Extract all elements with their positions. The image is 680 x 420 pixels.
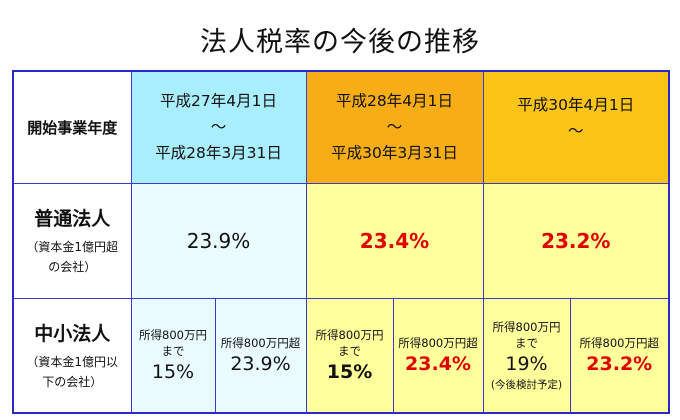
- rate-value: 23.9%: [230, 353, 291, 376]
- period-start: 平成28年4月1日: [336, 92, 453, 111]
- income-condition: 所得800万円超: [579, 336, 659, 351]
- sme-corp-row: 中小法人 （資本金1億円以 下の会社） 所得800万円 まで 15% 所得800…: [12, 297, 670, 414]
- rate-value: 15%: [326, 361, 373, 384]
- sme-rate-cell: 所得800万円超 23.2%: [569, 297, 670, 414]
- tax-rate-table: 開始事業年度 平成27年4月1日 〜 平成28年3月31日 平成28年4月1日 …: [12, 70, 671, 414]
- income-condition: 所得800万円: [315, 328, 384, 343]
- period-tilde: 〜: [386, 118, 403, 137]
- rate-value: 23.2%: [586, 353, 653, 376]
- page-title: 法人税率の今後の推移: [200, 27, 480, 58]
- period-tilde: 〜: [568, 122, 584, 140]
- sme-rate-cell: 所得800万円 まで 19% (今後検討予定): [482, 297, 571, 414]
- header-row: 開始事業年度 平成27年4月1日 〜 平成28年3月31日 平成28年4月1日 …: [12, 70, 670, 184]
- period-header-1: 平成27年4月1日 〜 平成28年3月31日: [130, 70, 307, 184]
- income-condition: 所得800万円: [492, 319, 561, 334]
- sme-rate-cell: 所得800万円超 23.9%: [214, 297, 307, 414]
- ordinary-rate-2: 23.4%: [305, 182, 484, 299]
- row-title: 普通法人: [34, 208, 111, 230]
- rate-note: (今後検討予定): [490, 378, 563, 391]
- period-start: 平成30年4月1日: [517, 96, 635, 114]
- row-note: 下の会社）: [42, 374, 103, 389]
- income-condition: まで: [161, 344, 185, 359]
- period-start: 平成27年4月1日: [160, 92, 277, 111]
- rate-value: 23.4%: [405, 353, 471, 376]
- income-condition: 所得800万円: [139, 328, 207, 343]
- income-condition: まで: [515, 335, 538, 350]
- sme-rate-cell: 所得800万円 まで 15%: [305, 297, 394, 414]
- sme-rate-cell: 所得800万円超 23.4%: [392, 297, 484, 414]
- period-end: 平成30年3月31日: [331, 144, 458, 163]
- rate-value: 19%: [505, 352, 548, 375]
- row-title: 中小法人: [34, 322, 111, 345]
- income-condition: 所得800万円超: [220, 336, 301, 351]
- sme-rate-cell: 所得800万円 まで 15%: [130, 297, 216, 414]
- header-label: 開始事業年度: [12, 70, 132, 184]
- rate-value: 15%: [151, 361, 195, 384]
- sme-corp-label: 中小法人 （資本金1億円以 下の会社）: [12, 297, 132, 414]
- row-note: （資本金1億円以: [26, 354, 119, 369]
- period-end: 平成28年3月31日: [155, 144, 282, 163]
- period-tilde: 〜: [210, 118, 227, 137]
- income-condition: 所得800万円超: [398, 336, 478, 351]
- period-header-2: 平成28年4月1日 〜 平成30年3月31日: [305, 70, 484, 184]
- ordinary-corp-label: 普通法人 （資本金1億円超 の会社）: [12, 182, 132, 299]
- ordinary-corp-row: 普通法人 （資本金1億円超 の会社） 23.9% 23.4% 23.2%: [12, 182, 670, 299]
- row-note: の会社）: [48, 260, 97, 274]
- period-header-3: 平成30年4月1日 〜: [482, 70, 670, 184]
- ordinary-rate-3: 23.2%: [482, 182, 670, 299]
- ordinary-rate-1: 23.9%: [130, 182, 307, 299]
- row-note: （資本金1億円超: [26, 240, 119, 254]
- income-condition: まで: [338, 344, 361, 359]
